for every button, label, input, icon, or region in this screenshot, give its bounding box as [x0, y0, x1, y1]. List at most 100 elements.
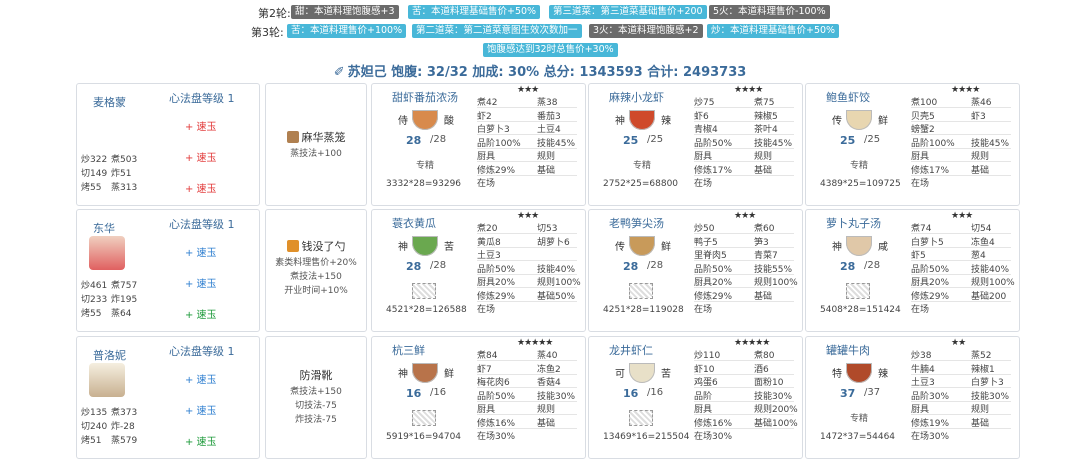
equip-name[interactable]: 防滑靴: [266, 367, 366, 383]
dish-detail: 番茄3: [537, 111, 561, 122]
edit-icon[interactable]: ✐: [333, 65, 345, 80]
dish-detail: 基础50%: [537, 291, 576, 302]
dish-detail: 虾6: [694, 111, 709, 122]
detail-divider: [694, 414, 794, 415]
rule-chip: 5火：本道料理售价-100%: [709, 5, 830, 19]
dish-quantity[interactable]: 28: [623, 260, 639, 273]
dish-stars: ★★★: [517, 211, 539, 221]
dish-quantity[interactable]: 16: [406, 387, 422, 400]
dish-flavor: 鲜: [661, 242, 671, 253]
dish-icon: [412, 106, 438, 130]
jade-slot[interactable]: + 速玉: [185, 153, 217, 164]
dish-card[interactable]: 甜虾番茄浓汤 ★★★ 侍 酸 28/28 专精 3332*28=93296 煮42 蒸38 虾2 番…: [371, 83, 586, 206]
dish-detail: 规则: [537, 405, 556, 415]
detail-divider: [911, 300, 1011, 302]
dish-card[interactable]: 龙井虾仁 ★★★★★ 可 苦 16/16 13469*16=215504 炒110 煮80 虾1…: [588, 336, 803, 459]
dish-detail: 白萝卜3: [971, 378, 1004, 388]
dish-card[interactable]: 杭三鲜 ★★★★★ 神 鲜 16/16 5919*16=94704 煮84 蒸40 虾7 冻鱼2 梅…: [371, 336, 586, 459]
dish-name[interactable]: 蓑衣黄瓜: [392, 217, 436, 230]
soul-disk-level[interactable]: 心法盘等级 1: [169, 218, 235, 231]
round2-rules: 第2轮: 甜：本道料理饱腹感+3 苦：本道料理基础售价+50% 第三道菜：第三道…: [0, 3, 1080, 21]
dish-name[interactable]: 鲍鱼虾饺: [826, 91, 870, 104]
detail-divider: [911, 373, 1011, 375]
jade-slot[interactable]: + 速玉: [185, 184, 217, 195]
dish-detail: 蒸46: [971, 98, 992, 108]
dish-detail: 规则100%: [754, 278, 798, 288]
dish-detail: 在场30%: [477, 432, 516, 442]
dish-name[interactable]: 罐罐牛肉: [826, 344, 870, 357]
dish-card[interactable]: 老鸭笋尖汤 ★★★ 传 鲜 28/28 4251*28=119028 炒50 煮60 鸭子5 笋3…: [588, 209, 803, 332]
jade-slot[interactable]: + 速玉: [185, 375, 217, 386]
dish-quantity[interactable]: 28: [406, 260, 422, 273]
dish-max-quantity: /16: [647, 387, 664, 398]
detail-divider: [911, 287, 1011, 288]
detail-divider: [911, 387, 1011, 388]
dish-card[interactable]: 萝卜丸子汤 ★★★ 神 咸 28/28 5408*28=151424 煮74 切54 白萝卜5 冻…: [805, 209, 1020, 332]
chef-name[interactable]: 麦格蒙: [93, 96, 126, 109]
dish-card[interactable]: 罐罐牛肉 ★★ 特 辣 37/37 专精 1472*37=54464 炒38 蒸52 牛腩4 辣椒1…: [805, 336, 1020, 459]
dish-card[interactable]: 麻辣小龙虾 ★★★★ 神 辣 25/25 专精 2752*25=68800 炒75 煮75 虾6 辣…: [588, 83, 803, 206]
detail-divider: [911, 120, 1011, 122]
chef-stat: 切149: [81, 169, 108, 179]
dish-icon: [846, 106, 872, 130]
dish-detail: 虾10: [694, 364, 715, 375]
dish-card[interactable]: 蓑衣黄瓜 ★★★ 神 苦 28/28 4521*28=126588 煮20 切53 黄瓜8 胡萝卜…: [371, 209, 586, 332]
dish-detail: 冻鱼4: [971, 237, 995, 248]
dish-quantity[interactable]: 16: [623, 387, 639, 400]
dish-condition: 侍: [398, 116, 408, 127]
dish-condition: 传: [615, 242, 625, 253]
soul-disk-level[interactable]: 心法盘等级 1: [169, 92, 235, 105]
dish-name[interactable]: 龙井虾仁: [609, 344, 653, 357]
jade-slot[interactable]: + 速玉: [185, 310, 217, 321]
dish-detail: 黄瓜8: [477, 237, 501, 248]
detail-divider: [694, 273, 794, 275]
dish-detail: 在场: [911, 305, 930, 315]
equip-name-text: 钱没了勺: [301, 240, 346, 253]
dish-flavor: 苦: [661, 369, 671, 380]
chef-card[interactable]: 东华 心法盘等级 1 + 速玉 + 速玉 + 速玉 炒461 煮757 切233 炸195 烤55…: [76, 209, 260, 332]
detail-divider: [911, 134, 1011, 135]
dish-card[interactable]: 鲍鱼虾饺 ★★★★ 传 鲜 25/25 专精 4389*25=109725 煮100 蒸46 贝壳…: [805, 83, 1020, 206]
dish-detail: 品阶50%: [911, 264, 950, 275]
dish-detail: 规则: [754, 152, 773, 162]
dish-name[interactable]: 甜虾番茄浓汤: [392, 91, 458, 104]
soul-disk-level[interactable]: 心法盘等级 1: [169, 345, 235, 358]
equip-name[interactable]: 钱没了勺: [266, 238, 366, 254]
detail-divider: [694, 300, 794, 302]
chef-stat: 烤51: [81, 436, 102, 446]
dish-stars: ★★★★★: [734, 338, 770, 348]
dish-name[interactable]: 杭三鲜: [392, 344, 425, 357]
chef-name[interactable]: 普洛妮: [93, 349, 126, 362]
jade-slot[interactable]: + 速玉: [185, 279, 217, 290]
dish-name[interactable]: 麻辣小龙虾: [609, 91, 664, 104]
dish-icon: [412, 359, 438, 383]
round3-label: 第3轮:: [251, 26, 284, 39]
dish-quantity[interactable]: 28: [840, 260, 856, 273]
chef-stat: 炒135: [81, 408, 108, 418]
jade-slot[interactable]: + 速玉: [185, 122, 217, 133]
dish-quantity[interactable]: 37: [840, 387, 856, 400]
detail-divider: [694, 120, 794, 122]
dish-quantity[interactable]: 25: [623, 134, 639, 147]
equip-card[interactable]: 麻华蒸笼 蒸技法+100: [265, 83, 367, 206]
summary-text: 苏妲己 饱腹: 32/32 加成: 30% 总分: 1343593 合计: 24…: [347, 65, 747, 80]
dish-flavor: 辣: [661, 116, 671, 127]
chef-name[interactable]: 东华: [93, 222, 115, 235]
chef-stat: 煮757: [111, 281, 138, 291]
empty-slot-icon: [629, 283, 653, 299]
equip-card[interactable]: 钱没了勺 素类料理售价+20% 煮技法+150 开业时间+10%: [265, 209, 367, 332]
equip-name[interactable]: 麻华蒸笼: [266, 129, 366, 145]
equip-card[interactable]: 防滑靴 煮技法+150 切技法-75 炸技法-75: [265, 336, 367, 459]
chef-card[interactable]: 麦格蒙 心法盘等级 1 + 速玉 + 速玉 + 速玉 炒322 煮503 切149 炸51 烤55…: [76, 83, 260, 206]
jade-slot[interactable]: + 速玉: [185, 248, 217, 259]
dish-name[interactable]: 萝卜丸子汤: [826, 217, 881, 230]
chef-card[interactable]: 普洛妮 心法盘等级 1 + 速玉 + 速玉 + 速玉 炒135 煮373 切240 炸-28 烤5…: [76, 336, 260, 459]
dish-detail: 基础: [754, 165, 773, 176]
dish-name[interactable]: 老鸭笋尖汤: [609, 217, 664, 230]
jade-slot[interactable]: + 速玉: [185, 406, 217, 417]
dish-quantity[interactable]: 25: [840, 134, 856, 147]
dish-icon: [629, 232, 655, 256]
equip-effect: 开业时间+10%: [284, 286, 348, 296]
jade-slot[interactable]: + 速玉: [185, 437, 217, 448]
dish-quantity[interactable]: 28: [406, 134, 422, 147]
